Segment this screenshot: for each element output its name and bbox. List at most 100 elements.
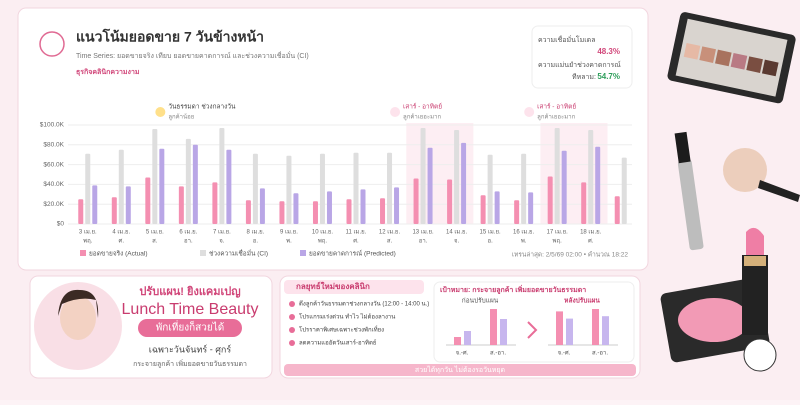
- annotation-text: เสาร์ - อาทิตย์: [403, 103, 442, 111]
- bar: [118, 149, 124, 224]
- y-tick-label: $0: [57, 221, 65, 228]
- promo-note: กระจายลูกค้า เพิ่มยอดขายวันธรรมดา: [133, 359, 247, 368]
- x-tick-label: 8 เม.ย.: [246, 230, 264, 236]
- legend-swatch: [80, 250, 86, 256]
- annotation-note: ลูกค้าเยอะมาก: [537, 114, 575, 121]
- bar: [487, 154, 493, 224]
- annotation-note: ลูกค้าน้อย: [168, 114, 194, 121]
- bar: [621, 157, 627, 224]
- bar: [547, 176, 553, 224]
- bar: [454, 129, 460, 224]
- x-tick-weekday: พฤ.: [83, 238, 93, 245]
- metric-label: ความแม่นยำช่วงคาดการณ์: [538, 61, 621, 69]
- x-tick-label: 17 เม.ย.: [547, 230, 569, 236]
- x-tick-weekday: ศ.: [353, 238, 359, 245]
- strategy-item: ลดความแออัดวันเสาร์-อาทิตย์: [299, 339, 376, 347]
- bar: [480, 195, 486, 224]
- bar: [353, 152, 359, 224]
- annotation-text: เสาร์ - อาทิตย์: [537, 103, 576, 111]
- strategy-item: โปรแกรมเร่งด่วน ทำไว ไม่ต้องลางาน: [299, 313, 395, 321]
- bar: [326, 191, 332, 224]
- x-tick-weekday: อ.: [487, 239, 493, 245]
- x-tick-weekday: จ.: [219, 239, 225, 245]
- bar: [588, 129, 594, 224]
- x-tick-label: 10 เม.ย.: [312, 230, 334, 236]
- bar: [461, 142, 467, 224]
- legend-label: ยอดขายคาดการณ์ (Predicted): [309, 250, 396, 258]
- y-tick-label: $20.0K: [43, 201, 64, 208]
- x-tick-label: 18 เม.ย.: [580, 230, 602, 236]
- bar: [319, 153, 325, 224]
- x-tick-label: 6 เม.ย.: [179, 230, 197, 236]
- bar: [521, 153, 527, 224]
- mini-label: ส.-อา.: [592, 350, 608, 357]
- bar: [312, 201, 318, 224]
- bar: [614, 196, 620, 224]
- bar: [92, 185, 98, 224]
- promo-badge-bg: [138, 319, 242, 337]
- bar: [245, 200, 251, 224]
- bar: [259, 188, 265, 224]
- annotation-note: ลูกค้าเยอะมาก: [403, 114, 441, 121]
- bar: [226, 149, 232, 224]
- x-tick-weekday: พฤ.: [553, 238, 563, 245]
- x-tick-label: 16 เม.ย.: [513, 230, 535, 236]
- annotation-icon: [390, 107, 401, 117]
- mini-bar: [556, 311, 563, 345]
- logo-icon: [39, 31, 65, 57]
- legend-swatch: [200, 250, 206, 256]
- bar: [111, 197, 117, 224]
- bar: [394, 187, 400, 224]
- bar: [581, 182, 587, 224]
- bullet: [289, 301, 295, 307]
- title: แนวโน้มยอดขาย 7 วันข้างหน้า: [76, 28, 264, 45]
- promo-days: เฉพาะวันจันทร์ - ศุกร์: [149, 343, 232, 355]
- metric-value: 54.7%: [597, 72, 620, 81]
- y-tick-label: $80.0K: [43, 142, 64, 149]
- bar: [85, 153, 91, 224]
- bar: [219, 127, 225, 224]
- x-tick-label: 5 เม.ย.: [146, 230, 164, 236]
- bar: [360, 189, 366, 224]
- mini-label: จ.-ศ.: [456, 350, 469, 357]
- bar: [427, 147, 433, 224]
- x-tick-weekday: อา.: [419, 239, 428, 245]
- promo-headline: ปรับแผน! ยิงแคมเปญ: [139, 285, 240, 298]
- x-tick-label: 9 เม.ย.: [280, 230, 298, 236]
- metric-sub: ทีหลาม:: [572, 73, 596, 81]
- bar: [145, 177, 151, 224]
- bar: [192, 144, 198, 224]
- mini-bar: [592, 309, 599, 345]
- y-tick-label: $100.0K: [40, 122, 65, 129]
- x-tick-label: 3 เม.ย.: [79, 230, 97, 236]
- bar: [413, 178, 419, 224]
- annotation-icon: [155, 107, 166, 117]
- x-tick-label: 15 เม.ย.: [480, 230, 502, 236]
- mini-bar: [464, 331, 471, 345]
- bar: [293, 193, 299, 224]
- x-tick-weekday: ส.: [152, 238, 158, 245]
- promo-badge: พักเที่ยงก็สวยได้: [156, 320, 225, 334]
- x-tick-label: 14 เม.ย.: [446, 230, 468, 236]
- bar: [554, 127, 560, 224]
- legend-label: ช่วงความเชื่อมั่น (CI): [209, 249, 268, 258]
- bar: [561, 150, 567, 224]
- bullet: [289, 327, 295, 333]
- bullet: [289, 314, 295, 320]
- x-tick-weekday: พ.: [286, 238, 292, 245]
- x-tick-weekday: ศ.: [119, 238, 125, 245]
- bar: [494, 191, 500, 224]
- bullet: [289, 340, 295, 346]
- mini-label: ส.-อา.: [490, 350, 506, 357]
- bar: [159, 148, 165, 224]
- x-tick-label: 13 เม.ย.: [412, 230, 434, 236]
- mini-bar: [602, 316, 609, 345]
- arrow-icon: [527, 321, 538, 339]
- x-tick-label: 12 เม.ย.: [379, 230, 401, 236]
- bar: [178, 186, 184, 224]
- legend-label: ยอดขายจริง (Actual): [89, 250, 148, 258]
- mini-bar: [566, 318, 573, 345]
- bar: [420, 127, 426, 224]
